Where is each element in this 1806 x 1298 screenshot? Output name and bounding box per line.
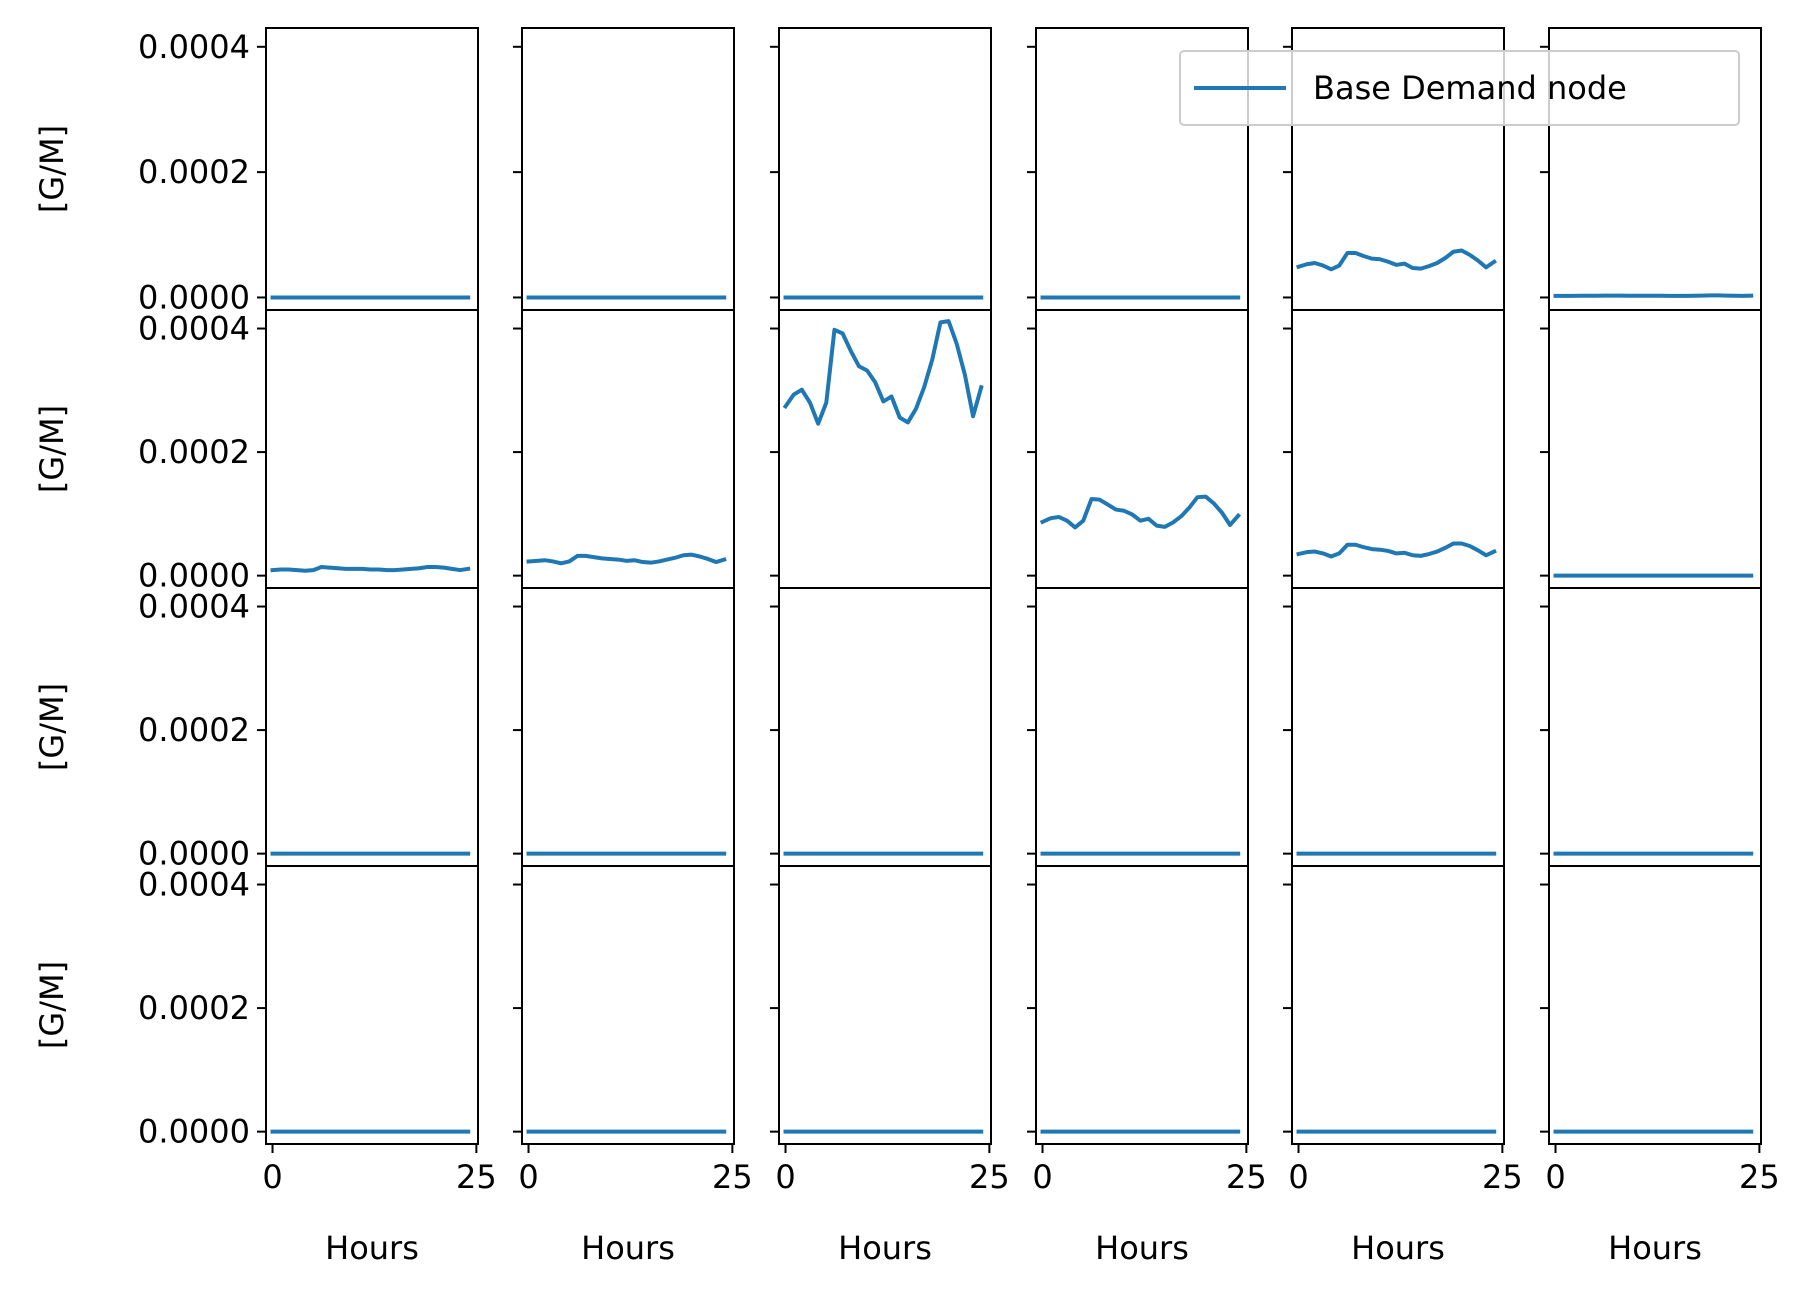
- series-line: [1296, 541, 1497, 559]
- panel-r2-c6: [1540, 309, 1762, 589]
- y-tick-label: 0.0002: [138, 153, 250, 191]
- panel-frame: [1035, 587, 1249, 867]
- panel-frame: [265, 587, 479, 867]
- y-tick-label: 0.0004: [138, 310, 250, 348]
- x-tick-label: 25: [712, 1158, 753, 1196]
- y-tick-label: 0.0000: [138, 1113, 250, 1151]
- panel-frame: [1548, 309, 1762, 589]
- panels-layer: 0.00000.00020.0004[G/M]0.00000.00020.000…: [33, 27, 1780, 1267]
- x-axis-label: Hours: [1095, 1229, 1189, 1267]
- panel-r4-c5: 0 25 Hours: [1283, 865, 1523, 1267]
- x-tick-label: 0: [262, 1158, 282, 1196]
- panel-frame: [1035, 865, 1249, 1145]
- x-tick-label: 25: [969, 1158, 1010, 1196]
- panel-r3-c5: [1283, 587, 1505, 867]
- x-axis-label: Hours: [1351, 1229, 1445, 1267]
- panel-r3-c2: [513, 587, 735, 867]
- panel-frame: [1548, 865, 1762, 1145]
- y-tick-label: 0.0002: [138, 989, 250, 1027]
- panel-r2-c4: [1027, 309, 1249, 589]
- panel-frame: [778, 587, 992, 867]
- y-tick-label: 0.0000: [138, 835, 250, 873]
- x-tick-label: 0: [1288, 1158, 1308, 1196]
- x-axis-label: Hours: [581, 1229, 675, 1267]
- series-line: [1553, 293, 1754, 298]
- x-tick-label: 0: [1032, 1158, 1052, 1196]
- panel-frame: [521, 587, 735, 867]
- panel-r3-c1: 0.0000 0.0002 0.0004 [G/M]: [33, 587, 479, 873]
- x-axis-label: Hours: [1608, 1229, 1702, 1267]
- panel-r2-c5: [1283, 309, 1505, 589]
- panel-r4-c6: 0 25 Hours: [1540, 865, 1780, 1267]
- panel-r2-c3: [770, 309, 992, 589]
- panel-frame: [521, 309, 735, 589]
- panel-r1-c1: 0.0000 0.0002 0.0004 [G/M]: [33, 27, 479, 316]
- x-axis-label: Hours: [325, 1229, 419, 1267]
- y-tick-label: 0.0002: [138, 711, 250, 749]
- x-tick-label: 25: [1226, 1158, 1267, 1196]
- y-tick-label: 0.0004: [138, 588, 250, 626]
- y-axis-label: [G/M]: [33, 961, 71, 1049]
- panel-frame: [1548, 587, 1762, 867]
- panel-frame: [265, 309, 479, 589]
- panel-r3-c3: [770, 587, 992, 867]
- legend: Base Demand node: [1179, 50, 1740, 126]
- panel-r2-c1: 0.0000 0.0002 0.0004 [G/M]: [33, 309, 479, 595]
- y-axis-label: [G/M]: [33, 125, 71, 213]
- panel-r2-c2: [513, 309, 735, 589]
- legend-label: Base Demand node: [1313, 69, 1627, 107]
- panel-r4-c1: 0.0000 0.0002 0.0004 [G/M] 0 25 Hours: [33, 865, 497, 1267]
- panel-frame: [265, 865, 479, 1145]
- panel-frame: [521, 865, 735, 1145]
- x-tick-label: 25: [1482, 1158, 1523, 1196]
- panel-frame: [778, 27, 992, 311]
- panel-frame: [521, 27, 735, 311]
- x-tick-label: 25: [1739, 1158, 1780, 1196]
- panel-r3-c6: [1540, 587, 1762, 867]
- y-tick-label: 0.0000: [138, 557, 250, 595]
- panel-frame: [1291, 587, 1505, 867]
- y-axis-label: [G/M]: [33, 405, 71, 493]
- y-axis-label: [G/M]: [33, 683, 71, 771]
- x-tick-label: 0: [775, 1158, 795, 1196]
- panel-frame: [265, 27, 479, 311]
- series-line: [270, 565, 471, 573]
- y-tick-label: 0.0002: [138, 433, 250, 471]
- panel-r1-c3: [770, 27, 992, 311]
- y-tick-label: 0.0004: [138, 28, 250, 66]
- panel-r1-c2: [513, 27, 735, 311]
- y-tick-label: 0.0004: [138, 866, 250, 904]
- panel-frame: [1035, 309, 1249, 589]
- panel-r4-c3: 0 25 Hours: [770, 865, 1010, 1267]
- series-line: [782, 319, 984, 426]
- panel-frame: [778, 865, 992, 1145]
- x-axis-label: Hours: [838, 1229, 932, 1267]
- x-tick-label: 0: [1545, 1158, 1565, 1196]
- y-tick-label: 0.0000: [138, 278, 250, 316]
- legend-frame: [1179, 50, 1740, 126]
- panel-r4-c4: 0 25 Hours: [1027, 865, 1267, 1267]
- panel-r4-c2: 0 25 Hours: [513, 865, 753, 1267]
- x-tick-label: 0: [518, 1158, 538, 1196]
- series-line: [1039, 494, 1242, 530]
- series-line: [526, 552, 727, 566]
- series-line: [1296, 248, 1498, 272]
- panel-r3-c4: [1027, 587, 1249, 867]
- x-tick-label: 25: [456, 1158, 497, 1196]
- panel-frame: [1291, 865, 1505, 1145]
